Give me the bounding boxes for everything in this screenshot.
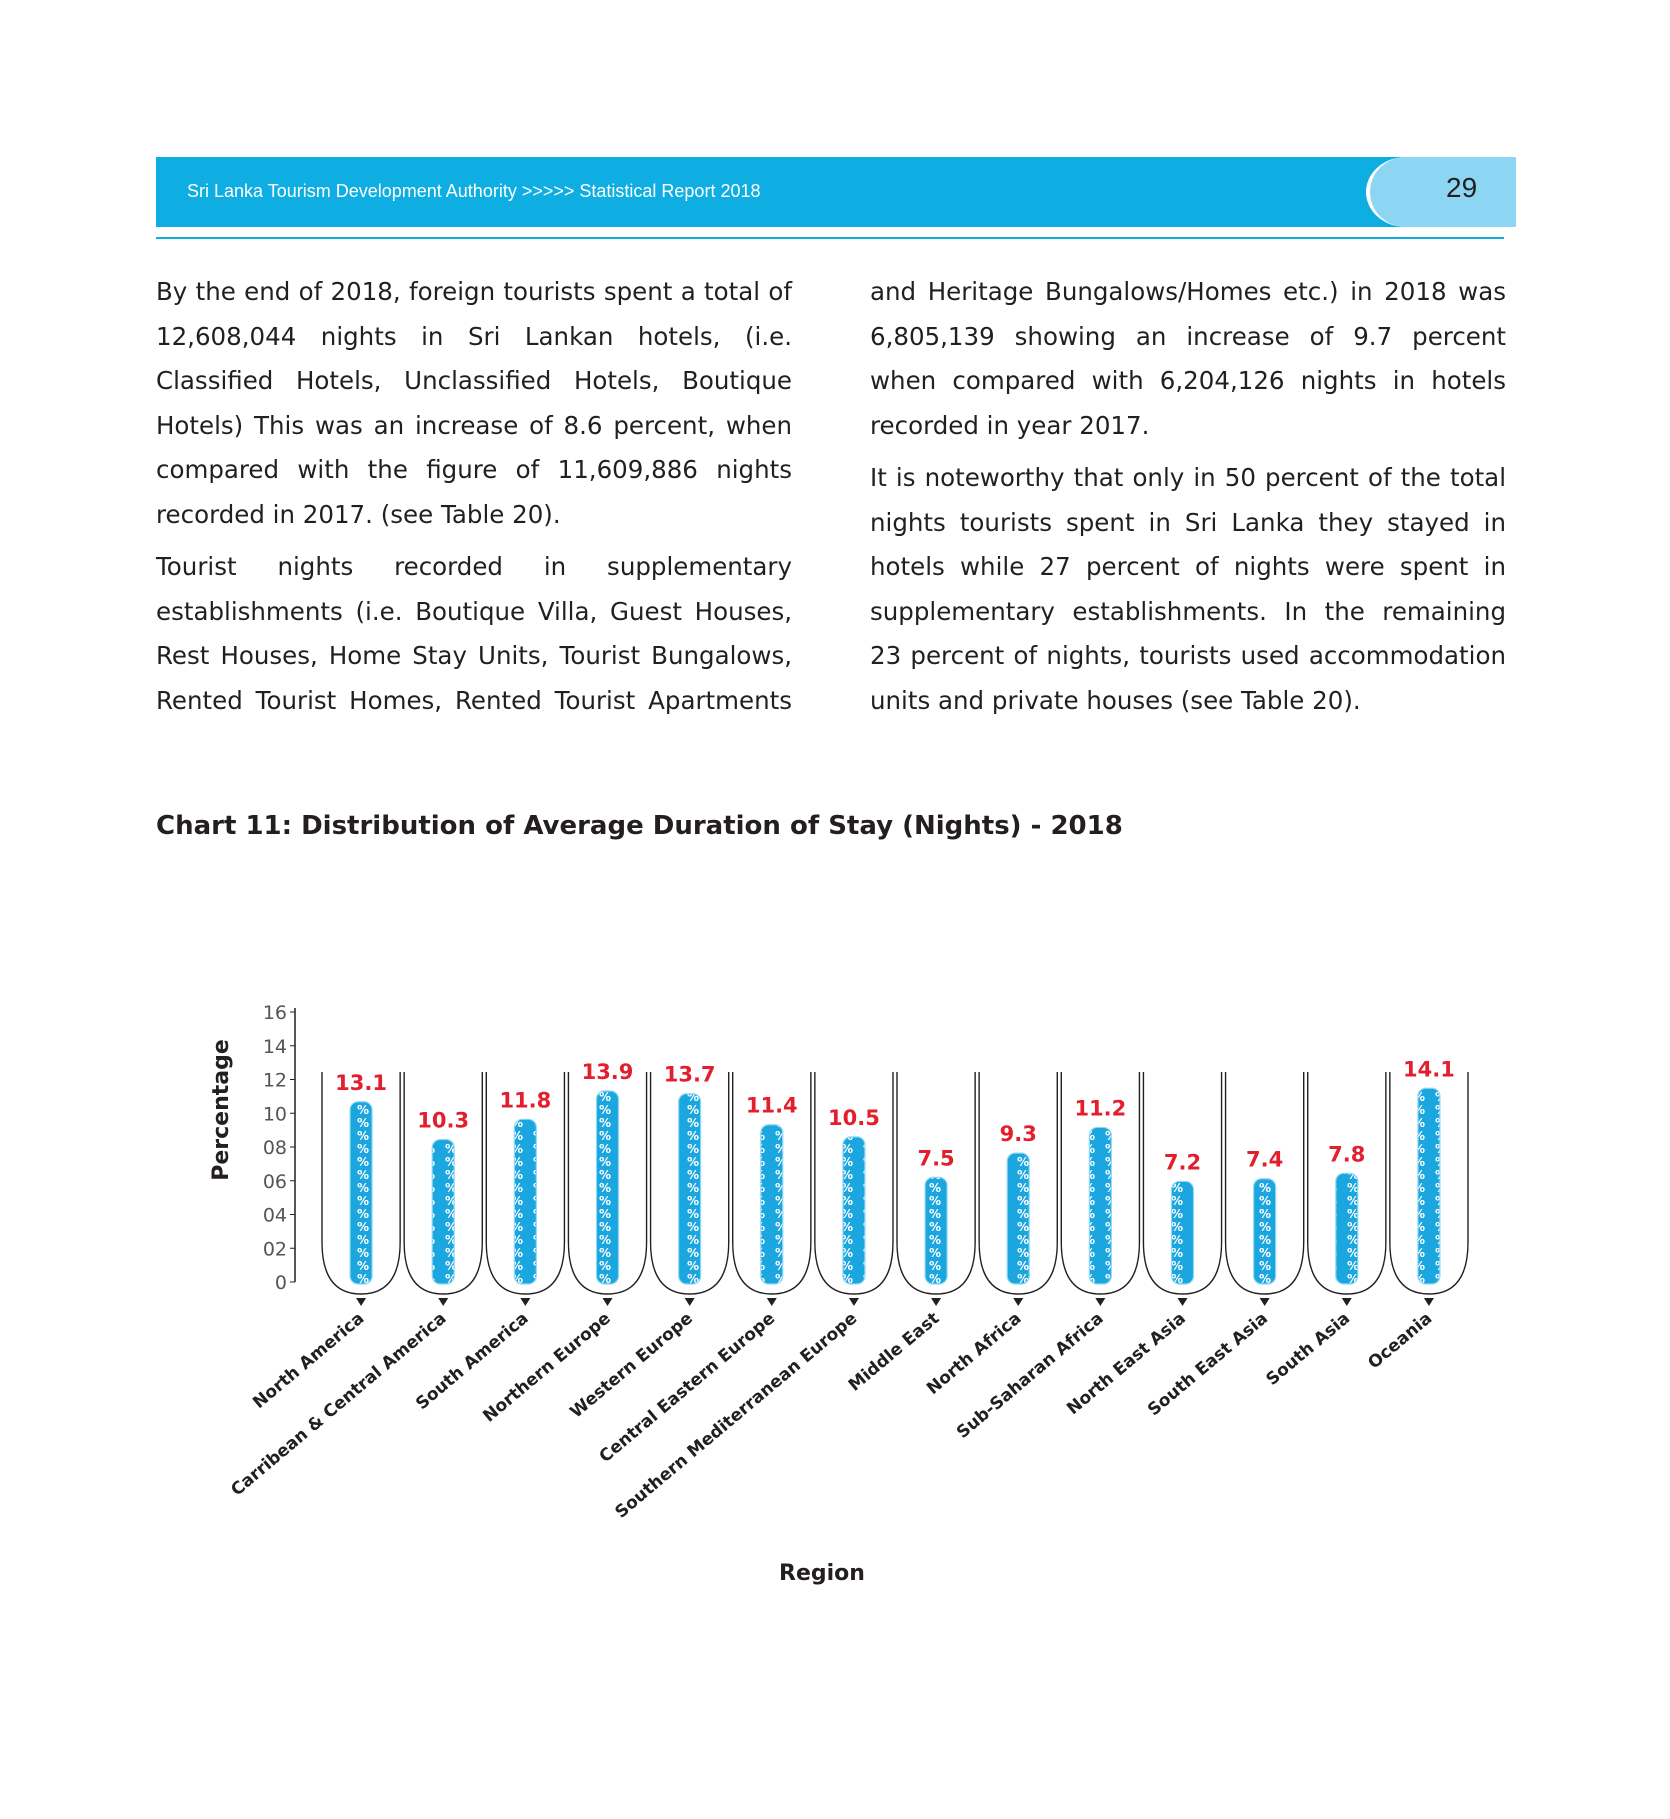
- y-tick-label: 04: [263, 1205, 287, 1227]
- y-axis-label: Percentage: [209, 1039, 234, 1181]
- y-tick-label: 02: [263, 1238, 287, 1260]
- y-tick-label: 0: [275, 1272, 287, 1294]
- bar-container: [732, 1072, 812, 1295]
- x-axis-label: Region: [779, 1561, 865, 1586]
- header-bar: [156, 157, 1516, 227]
- data-label: 9.3: [1000, 1122, 1037, 1146]
- page-number: 29: [1446, 172, 1478, 203]
- category-pointer: [848, 1298, 859, 1306]
- left-column: By the end of 2018, foreign tourists spe…: [156, 270, 792, 731]
- bar-container: [1389, 1072, 1469, 1295]
- data-label: 13.1: [335, 1071, 387, 1095]
- data-label: 10.3: [417, 1109, 469, 1133]
- bar: [1088, 1126, 1112, 1285]
- bar: [924, 1176, 948, 1285]
- y-tick-label: 16: [263, 1002, 287, 1024]
- data-label: 10.5: [828, 1106, 880, 1130]
- bar-container: [1060, 1072, 1141, 1295]
- bar-container: [403, 1072, 483, 1295]
- data-label: 7.2: [1164, 1150, 1201, 1174]
- data-label: 7.4: [1246, 1148, 1283, 1172]
- category-pointer: [520, 1298, 531, 1306]
- y-tick-label: 06: [263, 1171, 287, 1193]
- category-pointer: [602, 1298, 613, 1306]
- category-pointer: [766, 1298, 777, 1306]
- data-label: 7.5: [917, 1146, 954, 1170]
- bar: [1170, 1180, 1195, 1285]
- chart-title: Chart 11: Distribution of Average Durati…: [156, 811, 1123, 841]
- bar-container: [1307, 1072, 1387, 1295]
- category-pointer: [438, 1298, 449, 1306]
- category-pointer: [356, 1298, 367, 1306]
- category-pointer: [684, 1298, 695, 1306]
- bar: [1417, 1087, 1441, 1285]
- data-label: 13.7: [664, 1063, 716, 1087]
- bar-container: [567, 1072, 648, 1295]
- category-pointer: [1177, 1298, 1188, 1306]
- bar-container: [485, 1072, 566, 1295]
- paragraph: It is noteworthy that only in 50 percent…: [870, 463, 1506, 715]
- bar: [842, 1136, 866, 1285]
- category-pointer: [1013, 1298, 1024, 1306]
- category-label: Oceania: [1364, 1309, 1436, 1374]
- bar: [678, 1093, 702, 1285]
- bar-container: [1224, 1072, 1305, 1295]
- y-tick-label: 08: [263, 1137, 287, 1159]
- bar-container: [978, 1072, 1058, 1295]
- category-label: Sub-Saharan Africa: [953, 1309, 1108, 1443]
- y-tick-label: 14: [263, 1036, 287, 1058]
- bar-container: [1142, 1072, 1223, 1295]
- paragraph: By the end of 2018, foreign tourists spe…: [156, 277, 792, 529]
- data-label: 7.8: [1328, 1142, 1365, 1166]
- bar-container: [814, 1072, 894, 1295]
- bar-container: [649, 1072, 730, 1295]
- data-label: 14.1: [1403, 1057, 1455, 1081]
- data-label: 11.4: [746, 1094, 798, 1118]
- paragraph: Tourist nights recorded in supplementary…: [156, 552, 792, 715]
- bar: [1253, 1178, 1277, 1285]
- right-column: and Heritage Bungalows/Homes etc.) in 20…: [870, 270, 1506, 731]
- bar: [1335, 1172, 1359, 1285]
- page-header: Sri Lanka Tourism Development Authority …: [156, 157, 1516, 227]
- page-number-tab: [1366, 157, 1516, 227]
- data-label: 13.9: [582, 1060, 634, 1084]
- bar-container: [896, 1072, 976, 1295]
- y-tick-label: 10: [263, 1103, 287, 1125]
- category-pointer: [1259, 1298, 1270, 1306]
- bar: [513, 1118, 537, 1285]
- header-rule: [156, 237, 1504, 239]
- category-pointer: [931, 1298, 942, 1306]
- data-label: 11.8: [499, 1088, 551, 1112]
- bar: [1006, 1152, 1030, 1285]
- bar: [595, 1090, 620, 1285]
- bar-container: [321, 1072, 401, 1295]
- y-tick-label: 12: [263, 1070, 287, 1092]
- bar: [349, 1101, 373, 1285]
- bar: [431, 1138, 455, 1285]
- category-pointer: [1341, 1298, 1352, 1306]
- bar: [760, 1124, 784, 1285]
- category-pointer: [1095, 1298, 1106, 1306]
- category-pointer: [1423, 1298, 1434, 1306]
- data-label: 11.2: [1074, 1096, 1126, 1120]
- category-label: South Asia: [1262, 1309, 1354, 1390]
- header-title: Sri Lanka Tourism Development Authority …: [187, 181, 761, 201]
- paragraph: and Heritage Bungalows/Homes etc.) in 20…: [870, 277, 1506, 440]
